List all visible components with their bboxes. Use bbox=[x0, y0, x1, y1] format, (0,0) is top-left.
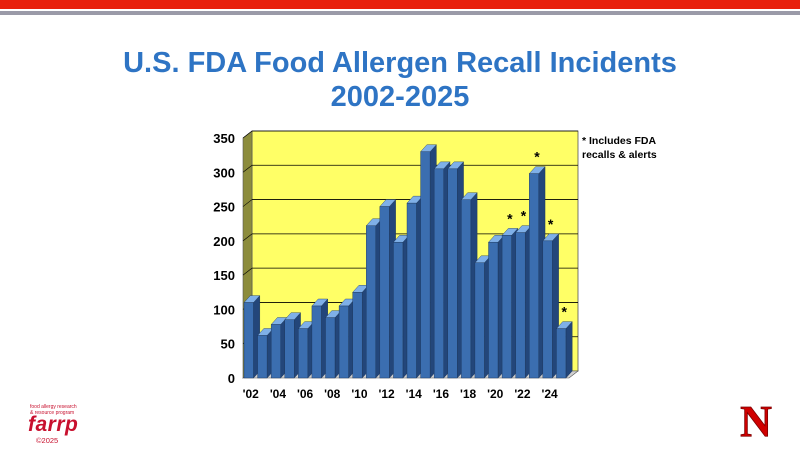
x-tick-label: '18 bbox=[460, 387, 477, 401]
x-tick-label: '08 bbox=[324, 387, 341, 401]
copyright-text: ©2025 bbox=[36, 436, 59, 445]
gridline-side bbox=[242, 233, 253, 242]
farrp-logo-subtitle: food allergy research & resource program bbox=[30, 404, 77, 416]
x-tick-label: '04 bbox=[270, 387, 287, 401]
y-tick-label: 350 bbox=[213, 131, 235, 146]
y-tick-label: 300 bbox=[213, 165, 235, 180]
gridline-side bbox=[242, 165, 253, 173]
bar-annotation: * bbox=[507, 210, 513, 226]
gridline-side bbox=[242, 199, 253, 207]
x-tick-label: '20 bbox=[487, 387, 504, 401]
nebraska-n-logo: N bbox=[740, 398, 773, 440]
x-tick-label: '06 bbox=[297, 387, 314, 401]
x-tick-label: '16 bbox=[433, 387, 450, 401]
gridline-side bbox=[242, 267, 253, 276]
farrp-logo-subtitle-line-2: & resource program bbox=[30, 410, 75, 416]
x-tick-label: '02 bbox=[243, 387, 260, 401]
x-tick-label: '22 bbox=[514, 387, 531, 401]
x-tick-label: '14 bbox=[406, 387, 423, 401]
x-tick-label: '12 bbox=[378, 387, 395, 401]
footnote-line-1: * Includes FDA bbox=[582, 135, 657, 147]
y-tick-label: 250 bbox=[213, 200, 235, 215]
chart-title-line-1: U.S. FDA Food Allergen Recall Incidents bbox=[123, 47, 677, 79]
x-tick-label: '24 bbox=[541, 387, 558, 401]
x-tick-label: '10 bbox=[351, 387, 368, 401]
y-tick-label: 100 bbox=[213, 302, 235, 317]
bar-annotation: * bbox=[561, 304, 567, 320]
gridline-side bbox=[242, 130, 253, 139]
y-tick-label: 200 bbox=[213, 234, 235, 249]
y-tick-label: 50 bbox=[221, 337, 235, 352]
footnote-line-2: recalls & alerts bbox=[582, 149, 657, 161]
bar-2025 bbox=[555, 321, 573, 379]
nebraska-n-letter: N bbox=[740, 398, 772, 440]
farrp-logo-wordmark: farrp bbox=[28, 413, 79, 436]
footnote: * Includes FDA recalls & alerts bbox=[582, 134, 657, 162]
y-tick-label: 0 bbox=[228, 371, 235, 386]
chart-title-line-2: 2002-2025 bbox=[330, 81, 470, 113]
top-gray-stripe bbox=[0, 11, 800, 15]
bar-annotation: * bbox=[521, 208, 527, 224]
top-red-stripe bbox=[0, 0, 800, 9]
farrp-logo-subtitle-line-1: food allergy research bbox=[30, 404, 77, 410]
bar-annotation: * bbox=[534, 149, 540, 165]
y-tick-label: 150 bbox=[213, 268, 235, 283]
bar-annotation: * bbox=[548, 216, 554, 232]
